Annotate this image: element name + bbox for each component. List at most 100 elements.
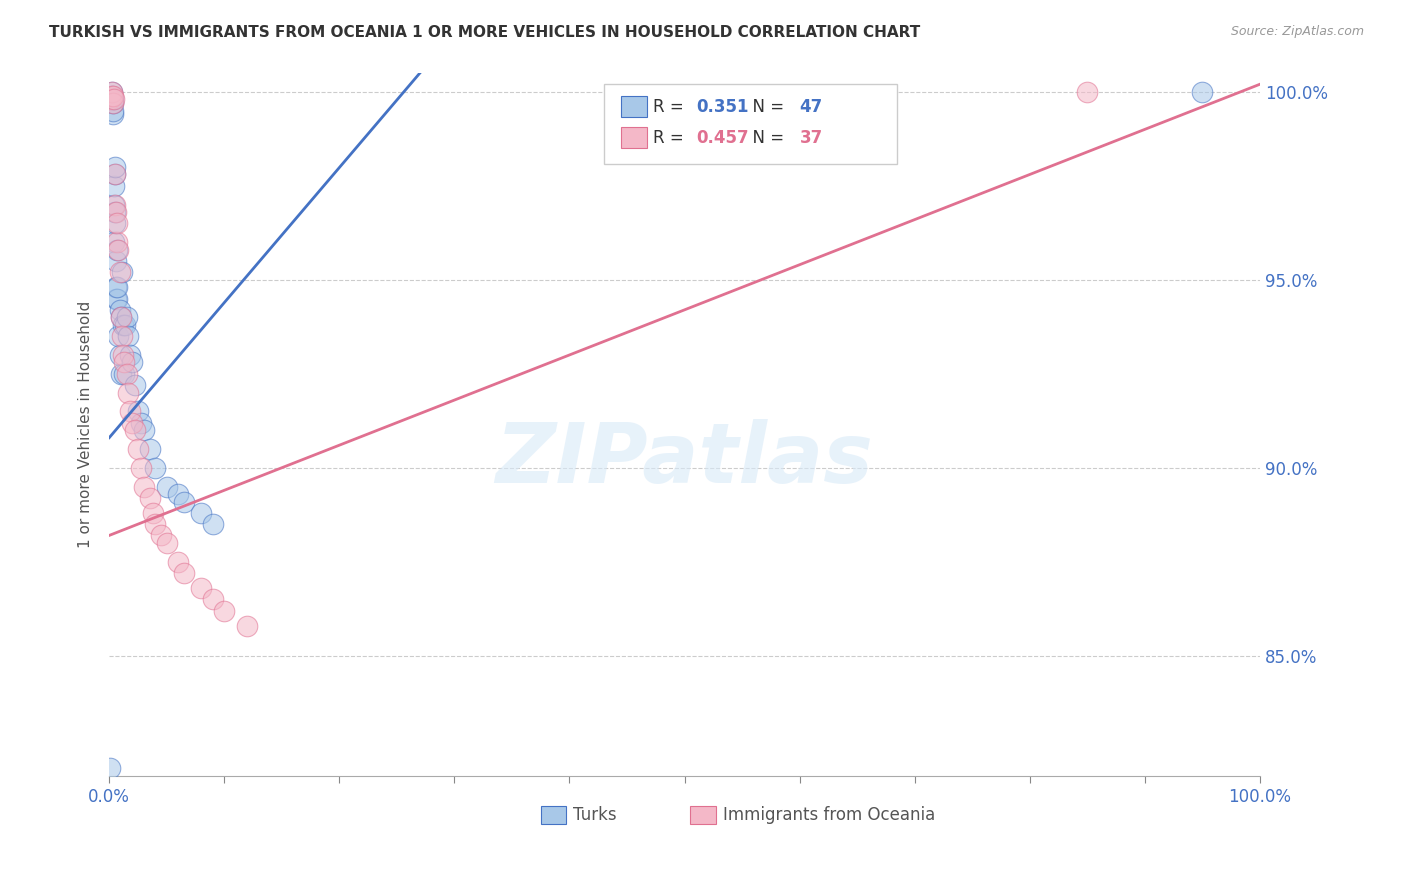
FancyBboxPatch shape xyxy=(621,128,647,148)
FancyBboxPatch shape xyxy=(541,806,567,824)
Point xyxy=(105,205,128,219)
Text: ZIPatlas: ZIPatlas xyxy=(496,419,873,500)
Point xyxy=(100,85,122,99)
Point xyxy=(201,517,224,532)
Point xyxy=(107,243,129,257)
Text: Source: ZipAtlas.com: Source: ZipAtlas.com xyxy=(1230,25,1364,38)
Point xyxy=(127,404,149,418)
Point xyxy=(100,762,122,776)
Point xyxy=(156,479,179,493)
Point xyxy=(115,310,138,325)
Point xyxy=(107,329,129,343)
FancyBboxPatch shape xyxy=(690,806,716,824)
Point xyxy=(114,318,136,332)
Text: 47: 47 xyxy=(800,98,823,116)
Text: 0.351: 0.351 xyxy=(696,98,748,116)
Point xyxy=(103,235,125,249)
Point xyxy=(190,506,212,520)
Point xyxy=(101,92,124,106)
Point xyxy=(101,96,124,111)
Point xyxy=(101,96,124,111)
Point xyxy=(101,103,124,118)
Point xyxy=(142,506,165,520)
Point xyxy=(131,460,153,475)
Point xyxy=(124,423,146,437)
Point xyxy=(105,280,128,294)
Point xyxy=(103,92,125,106)
Text: Turks: Turks xyxy=(572,806,617,824)
FancyBboxPatch shape xyxy=(621,96,647,117)
Text: N =: N = xyxy=(742,98,789,116)
Point xyxy=(112,367,135,381)
Point xyxy=(112,318,135,332)
Point xyxy=(110,367,132,381)
Point xyxy=(173,566,195,580)
Point xyxy=(115,367,138,381)
Point xyxy=(201,592,224,607)
Point xyxy=(124,378,146,392)
Point xyxy=(143,517,166,532)
Point xyxy=(103,197,125,211)
Point xyxy=(167,487,190,501)
Text: Immigrants from Oceania: Immigrants from Oceania xyxy=(723,806,935,824)
Point xyxy=(110,310,132,325)
Text: 0.457: 0.457 xyxy=(696,128,748,146)
Point xyxy=(100,92,122,106)
Point xyxy=(173,494,195,508)
Point xyxy=(101,107,124,121)
Point xyxy=(104,168,127,182)
Point xyxy=(131,416,153,430)
Point xyxy=(117,329,139,343)
Point xyxy=(105,292,128,306)
Point xyxy=(190,581,212,595)
Point xyxy=(118,404,141,418)
Text: R =: R = xyxy=(654,98,689,116)
Point xyxy=(108,302,131,317)
Point xyxy=(121,416,143,430)
Point xyxy=(101,88,124,103)
Point xyxy=(105,292,128,306)
Point xyxy=(214,604,236,618)
Point xyxy=(100,85,122,99)
Point xyxy=(112,355,135,369)
Y-axis label: 1 or more Vehicles in Household: 1 or more Vehicles in Household xyxy=(79,301,93,548)
Point xyxy=(1076,85,1098,99)
Point xyxy=(105,280,128,294)
Point xyxy=(1191,85,1213,99)
Point xyxy=(100,88,122,103)
Point xyxy=(108,348,131,362)
Point xyxy=(111,329,134,343)
Point xyxy=(100,92,122,106)
Point xyxy=(100,88,122,103)
Point xyxy=(117,385,139,400)
Point xyxy=(121,355,143,369)
Point xyxy=(143,460,166,475)
Point xyxy=(104,216,127,230)
Point xyxy=(108,265,131,279)
Point xyxy=(105,254,128,268)
Point xyxy=(104,168,127,182)
Point xyxy=(105,235,128,249)
Text: 37: 37 xyxy=(800,128,823,146)
Point xyxy=(100,88,122,103)
Text: TURKISH VS IMMIGRANTS FROM OCEANIA 1 OR MORE VEHICLES IN HOUSEHOLD CORRELATION C: TURKISH VS IMMIGRANTS FROM OCEANIA 1 OR … xyxy=(49,25,921,40)
Text: N =: N = xyxy=(742,128,789,146)
Point xyxy=(104,160,127,174)
Point xyxy=(236,618,259,632)
Point xyxy=(150,528,173,542)
Point xyxy=(105,216,128,230)
Point xyxy=(112,348,135,362)
Point xyxy=(132,479,155,493)
Point xyxy=(167,555,190,569)
FancyBboxPatch shape xyxy=(605,84,897,164)
Point xyxy=(132,423,155,437)
Point xyxy=(103,178,125,193)
Point xyxy=(105,243,128,257)
Point xyxy=(110,310,132,325)
Point xyxy=(118,348,141,362)
Point xyxy=(138,442,160,456)
Point xyxy=(156,536,179,550)
Point xyxy=(104,197,127,211)
Point xyxy=(111,265,134,279)
Point xyxy=(138,491,160,505)
